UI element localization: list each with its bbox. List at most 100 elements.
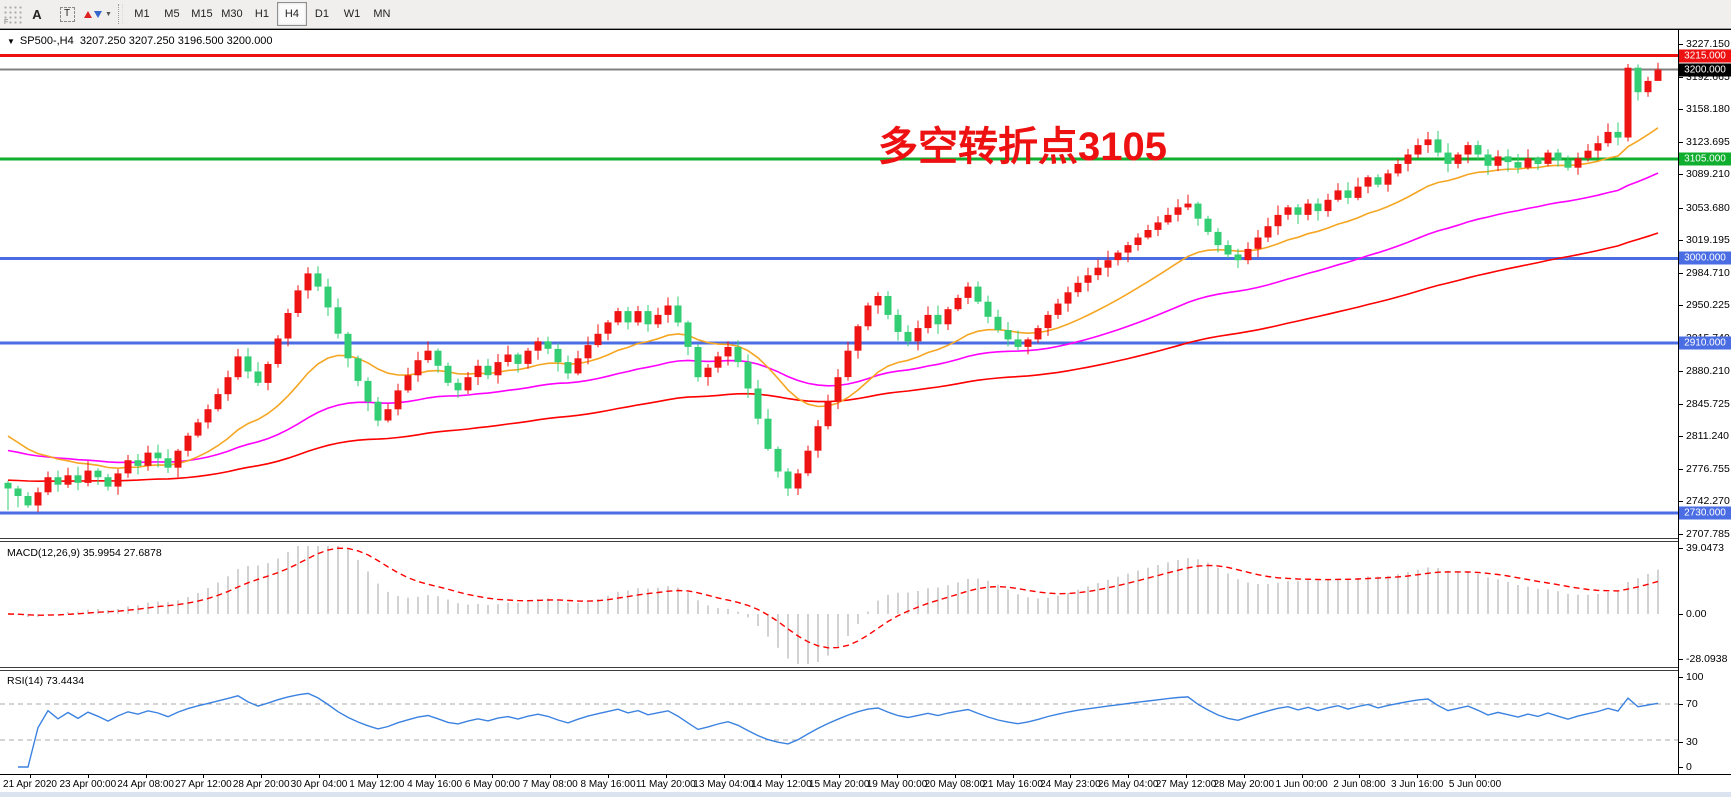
time-axis-label: 1 May 12:00 [349,779,405,790]
time-axis-label: 24 May 23:00 [1040,779,1101,790]
price-axis-label: 3227.150 [1686,38,1730,50]
price-level-badge: 2910.000 [1679,336,1731,350]
time-axis-tick [434,775,436,778]
time-axis-label: 30 Apr 04:00 [290,779,348,790]
timeframe-button-group: M1 M5 M15 M30 H1 H4 D1 W1 MN [127,2,397,26]
price-level-badge: 2730.000 [1679,506,1731,520]
price-axis-tick [1679,534,1683,535]
rsi-axis-label: 0 [1686,761,1692,773]
price-axis-label: 2984.710 [1686,266,1730,279]
time-axis-tick [376,775,378,778]
time-axis-tick [1301,775,1303,778]
price-axis-label: 2811.240 [1686,430,1730,443]
toolbar-separator [117,4,123,24]
time-axis-tick [954,775,956,778]
time-axis-label: 26 May 04:00 [1097,779,1159,790]
price-axis-label: 2950.225 [1686,299,1730,312]
timeframe-button-M5[interactable]: M5 [164,8,180,20]
price-level-badge: 3105.000 [1679,152,1731,166]
time-axis-label: 1 Jun 00:00 [1275,779,1328,790]
price-axis-label: 3158.180 [1686,103,1730,116]
time-axis-tick [781,775,783,778]
timeframe-button-W1[interactable]: W1 [343,8,361,20]
price-axis-tick [1679,207,1683,209]
toolbar-grip-icon[interactable]: F [2,4,22,26]
price-axis-tick [1679,371,1683,373]
annotation-text[interactable]: 多空转折点3105 [878,125,1167,169]
time-axis-label: 8 May 16:00 [580,779,636,790]
time-axis-label: 15 May 20:00 [808,779,870,790]
price-axis[interactable]: 3227.150 3192.665 3158.180 3123.695 3089.210… [1678,30,1731,774]
time-axis-tick [1359,775,1361,778]
macd-axis-tick [1679,614,1683,615]
chart-window[interactable]: ▼ SP500-,H4 3207.250 3207.250 3196.500 32… [0,29,1731,797]
toolbar-grip-label: F [3,19,10,26]
time-axis-tick [608,775,609,778]
time-axis-label: 4 May 16:00 [407,779,463,790]
time-axis-tick [261,775,263,778]
price-axis-tick [1679,436,1683,438]
time-axis-tick [319,775,320,778]
time-axis-label: 23 Apr 00:00 [59,779,117,790]
price-level-badge: 3000.000 [1679,251,1731,265]
price-axis-tick [1679,501,1683,503]
macd-axis-label: 39.0473 [1686,542,1724,554]
price-axis-label: 3123.695 [1686,135,1730,148]
macd-axis-tick [1679,548,1683,549]
time-axis[interactable]: 21 Apr 2020 23 Apr 00:00 24 Apr 08:00 27 Ap… [0,774,1731,792]
arrow-down-icon [94,10,102,18]
macd-indicator-label: MACD(12,26,9) 35.9954 27.6878 [7,547,162,559]
price-axis-label: 3089.210 [1686,168,1730,181]
macd-axis-label: -28.0938 [1686,653,1728,665]
time-axis-tick [30,775,31,778]
price-axis-tick [1679,305,1683,307]
time-axis-tick [1012,775,1014,778]
price-axis-tick [1679,44,1683,45]
time-axis-label: 21 Apr 2020 [3,779,57,790]
time-axis-tick [1417,775,1419,778]
time-axis-tick [665,775,667,778]
bottom-strip [0,792,1731,797]
timeframe-button-H4[interactable]: H4 [276,2,307,26]
price-axis-label: 2776.755 [1686,462,1730,475]
time-axis-label: 7 May 08:00 [522,779,578,790]
price-axis-tick [1679,141,1683,143]
time-axis-tick [203,775,205,778]
rsi-axis-tick [1679,767,1683,768]
timeframe-button-D1[interactable]: D1 [314,8,329,20]
rsi-pane[interactable] [0,671,1678,774]
chevron-down-icon: ▼ [105,10,112,18]
rsi-indicator-label: RSI(14) 73.4434 [7,675,85,687]
time-axis-label: 6 May 00:00 [464,779,520,790]
time-axis-label: 13 May 04:00 [693,779,754,790]
time-axis-tick [1128,775,1130,778]
timeframe-button-M15[interactable]: M15 [191,8,213,20]
main-chart-pane[interactable] [0,32,1678,538]
rsi-axis-label: 70 [1686,698,1698,710]
time-axis-label: 28 Apr 20:00 [232,779,290,790]
chart-symbol-period: SP500-,H4 [19,35,74,47]
price-axis-tick [1679,240,1683,242]
arrows-tool-button[interactable]: ▼ [83,2,113,26]
timeframe-button-M1[interactable]: M1 [134,8,150,20]
arrow-tool-button[interactable]: A [32,6,42,22]
time-axis-tick [1243,775,1245,778]
price-axis-tick [1679,468,1683,470]
text-tool-button[interactable]: T [53,2,81,26]
price-axis-tick [1679,174,1683,176]
price-axis-label: 2845.725 [1686,397,1730,410]
macd-pane[interactable] [0,543,1678,667]
pane-separator[interactable] [0,538,1731,542]
chart-expander-icon[interactable]: ▼ [7,37,15,46]
chart-title: ▼ SP500-,H4 3207.250 3207.250 3196.500 32… [7,35,273,47]
time-axis-tick [897,775,898,778]
timeframe-button-MN[interactable]: MN [373,8,391,20]
time-axis-tick [839,775,841,778]
rsi-axis-label: 30 [1686,736,1698,748]
timeframe-button-M30[interactable]: M30 [221,8,243,20]
time-axis-tick [492,775,494,778]
time-axis-tick [1070,775,1072,778]
timeframe-button-H1[interactable]: H1 [254,8,269,20]
pane-separator[interactable] [0,667,1731,671]
price-axis-tick [1679,109,1683,111]
